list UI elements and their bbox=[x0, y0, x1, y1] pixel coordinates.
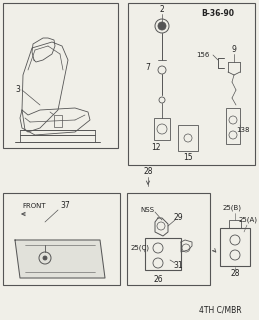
Text: 12: 12 bbox=[151, 143, 161, 153]
Bar bbox=[229, 220, 241, 228]
Text: 31: 31 bbox=[173, 260, 183, 269]
Text: 2: 2 bbox=[160, 5, 164, 14]
Text: 9: 9 bbox=[232, 45, 236, 54]
Bar bbox=[145, 238, 181, 270]
Text: NSS: NSS bbox=[140, 207, 154, 213]
Text: 25(A): 25(A) bbox=[239, 217, 257, 223]
Text: 156: 156 bbox=[196, 52, 210, 58]
Text: 26: 26 bbox=[153, 276, 163, 284]
Text: 7: 7 bbox=[146, 63, 150, 73]
Text: 25(B): 25(B) bbox=[222, 205, 241, 211]
Bar bbox=[226, 108, 240, 144]
Text: B-36-90: B-36-90 bbox=[202, 10, 234, 19]
Circle shape bbox=[43, 256, 47, 260]
Bar bbox=[127, 193, 210, 285]
Text: 28: 28 bbox=[143, 167, 153, 177]
Bar bbox=[3, 3, 118, 148]
Text: FRONT: FRONT bbox=[22, 203, 46, 209]
Circle shape bbox=[158, 22, 166, 30]
Bar bbox=[220, 228, 250, 266]
Polygon shape bbox=[15, 240, 105, 278]
Bar bbox=[128, 3, 255, 165]
Bar bbox=[3, 193, 120, 285]
Bar bbox=[178, 125, 198, 151]
Bar bbox=[154, 118, 170, 140]
Text: 138: 138 bbox=[236, 127, 250, 133]
Text: 29: 29 bbox=[173, 213, 183, 222]
Text: 25(C): 25(C) bbox=[131, 245, 149, 251]
Bar bbox=[54, 115, 62, 127]
Text: 37: 37 bbox=[60, 202, 70, 211]
Text: 15: 15 bbox=[183, 154, 193, 163]
Text: 4TH C/MBR: 4TH C/MBR bbox=[199, 306, 241, 315]
Text: 3: 3 bbox=[16, 85, 20, 94]
Text: 28: 28 bbox=[230, 268, 240, 277]
